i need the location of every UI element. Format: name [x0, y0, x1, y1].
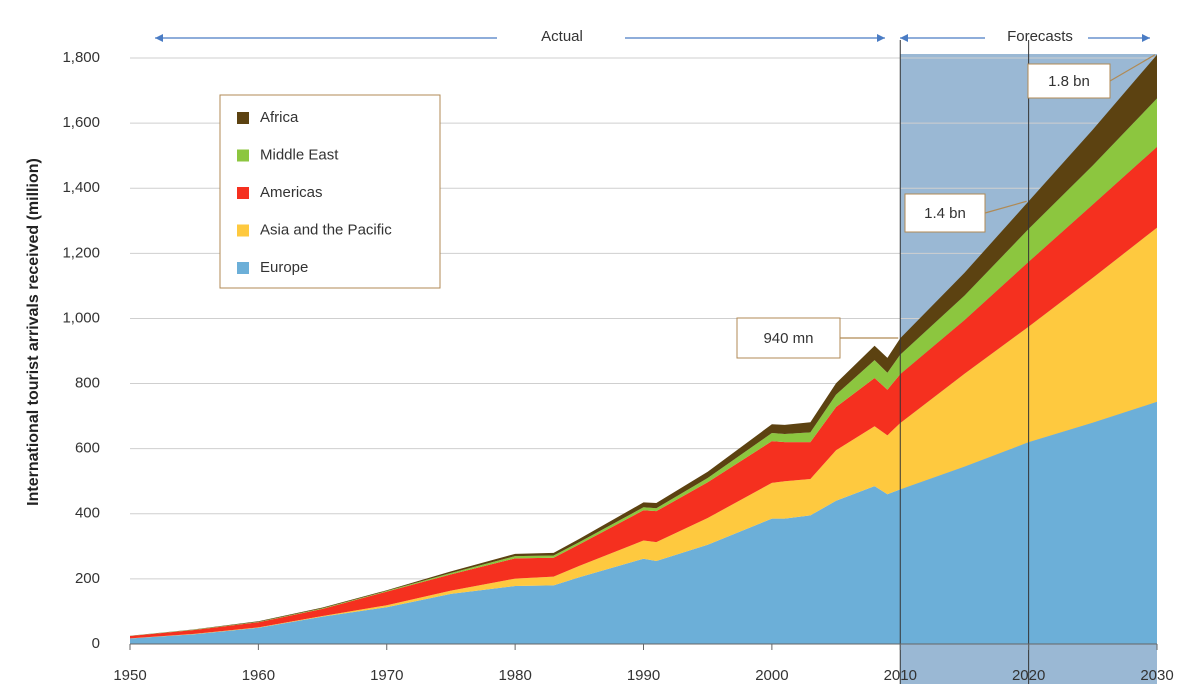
- annotation-box: [1027, 63, 1111, 99]
- legend-label: Americas: [260, 184, 323, 201]
- x-tick-label: 1990: [627, 667, 660, 684]
- legend-swatch: [237, 187, 249, 199]
- x-tick-label: 1980: [498, 667, 531, 684]
- y-axis-label: International tourist arrivals received …: [25, 158, 42, 506]
- annotation-text: 940 mn: [763, 330, 813, 347]
- arrow-head: [900, 34, 908, 42]
- legend-label: Africa: [260, 109, 299, 126]
- y-tick-label: 1,400: [62, 179, 100, 196]
- period-label: Forecasts: [1007, 28, 1073, 45]
- y-tick-label: 1,600: [62, 114, 100, 131]
- annotation-text: 1.4 bn: [924, 205, 966, 222]
- x-tick-label: 2010: [884, 667, 917, 684]
- legend-label: Europe: [260, 259, 308, 276]
- y-tick-label: 1,800: [62, 49, 100, 66]
- annotation-box: [736, 317, 841, 359]
- x-tick-label: 1970: [370, 667, 403, 684]
- x-tick-label: 2030: [1140, 667, 1173, 684]
- leader-line: [1109, 54, 1156, 82]
- annotation-box: [904, 193, 986, 233]
- y-tick-label: 1,000: [62, 309, 100, 326]
- y-tick-label: 400: [75, 505, 100, 522]
- y-tick-label: 800: [75, 375, 100, 392]
- arrow-head: [1142, 34, 1150, 42]
- legend-label: Asia and the Pacific: [260, 221, 392, 238]
- annotation-text: 1.8 bn: [1048, 73, 1090, 90]
- legend-swatch: [237, 112, 249, 124]
- x-tick-label: 2000: [755, 667, 788, 684]
- y-tick-label: 1,200: [62, 244, 100, 261]
- legend-box: [219, 94, 441, 289]
- legend-label: Middle East: [260, 146, 339, 163]
- period-label: Actual: [541, 28, 583, 45]
- x-tick-label: 1960: [242, 667, 275, 684]
- area: [130, 146, 1157, 639]
- y-tick-label: 600: [75, 440, 100, 457]
- x-tick-label: 2020: [1012, 667, 1045, 684]
- legend-swatch: [237, 149, 249, 162]
- x-tick-label: 1950: [113, 667, 146, 684]
- arrow-head: [877, 34, 885, 42]
- y-tick-label: 200: [75, 570, 100, 587]
- area: [130, 227, 1157, 639]
- legend-swatch: [237, 224, 249, 237]
- y-tick-label: 0: [92, 635, 100, 652]
- arrow-head: [155, 34, 163, 42]
- legend-swatch: [237, 262, 249, 274]
- leader-line: [984, 200, 1027, 214]
